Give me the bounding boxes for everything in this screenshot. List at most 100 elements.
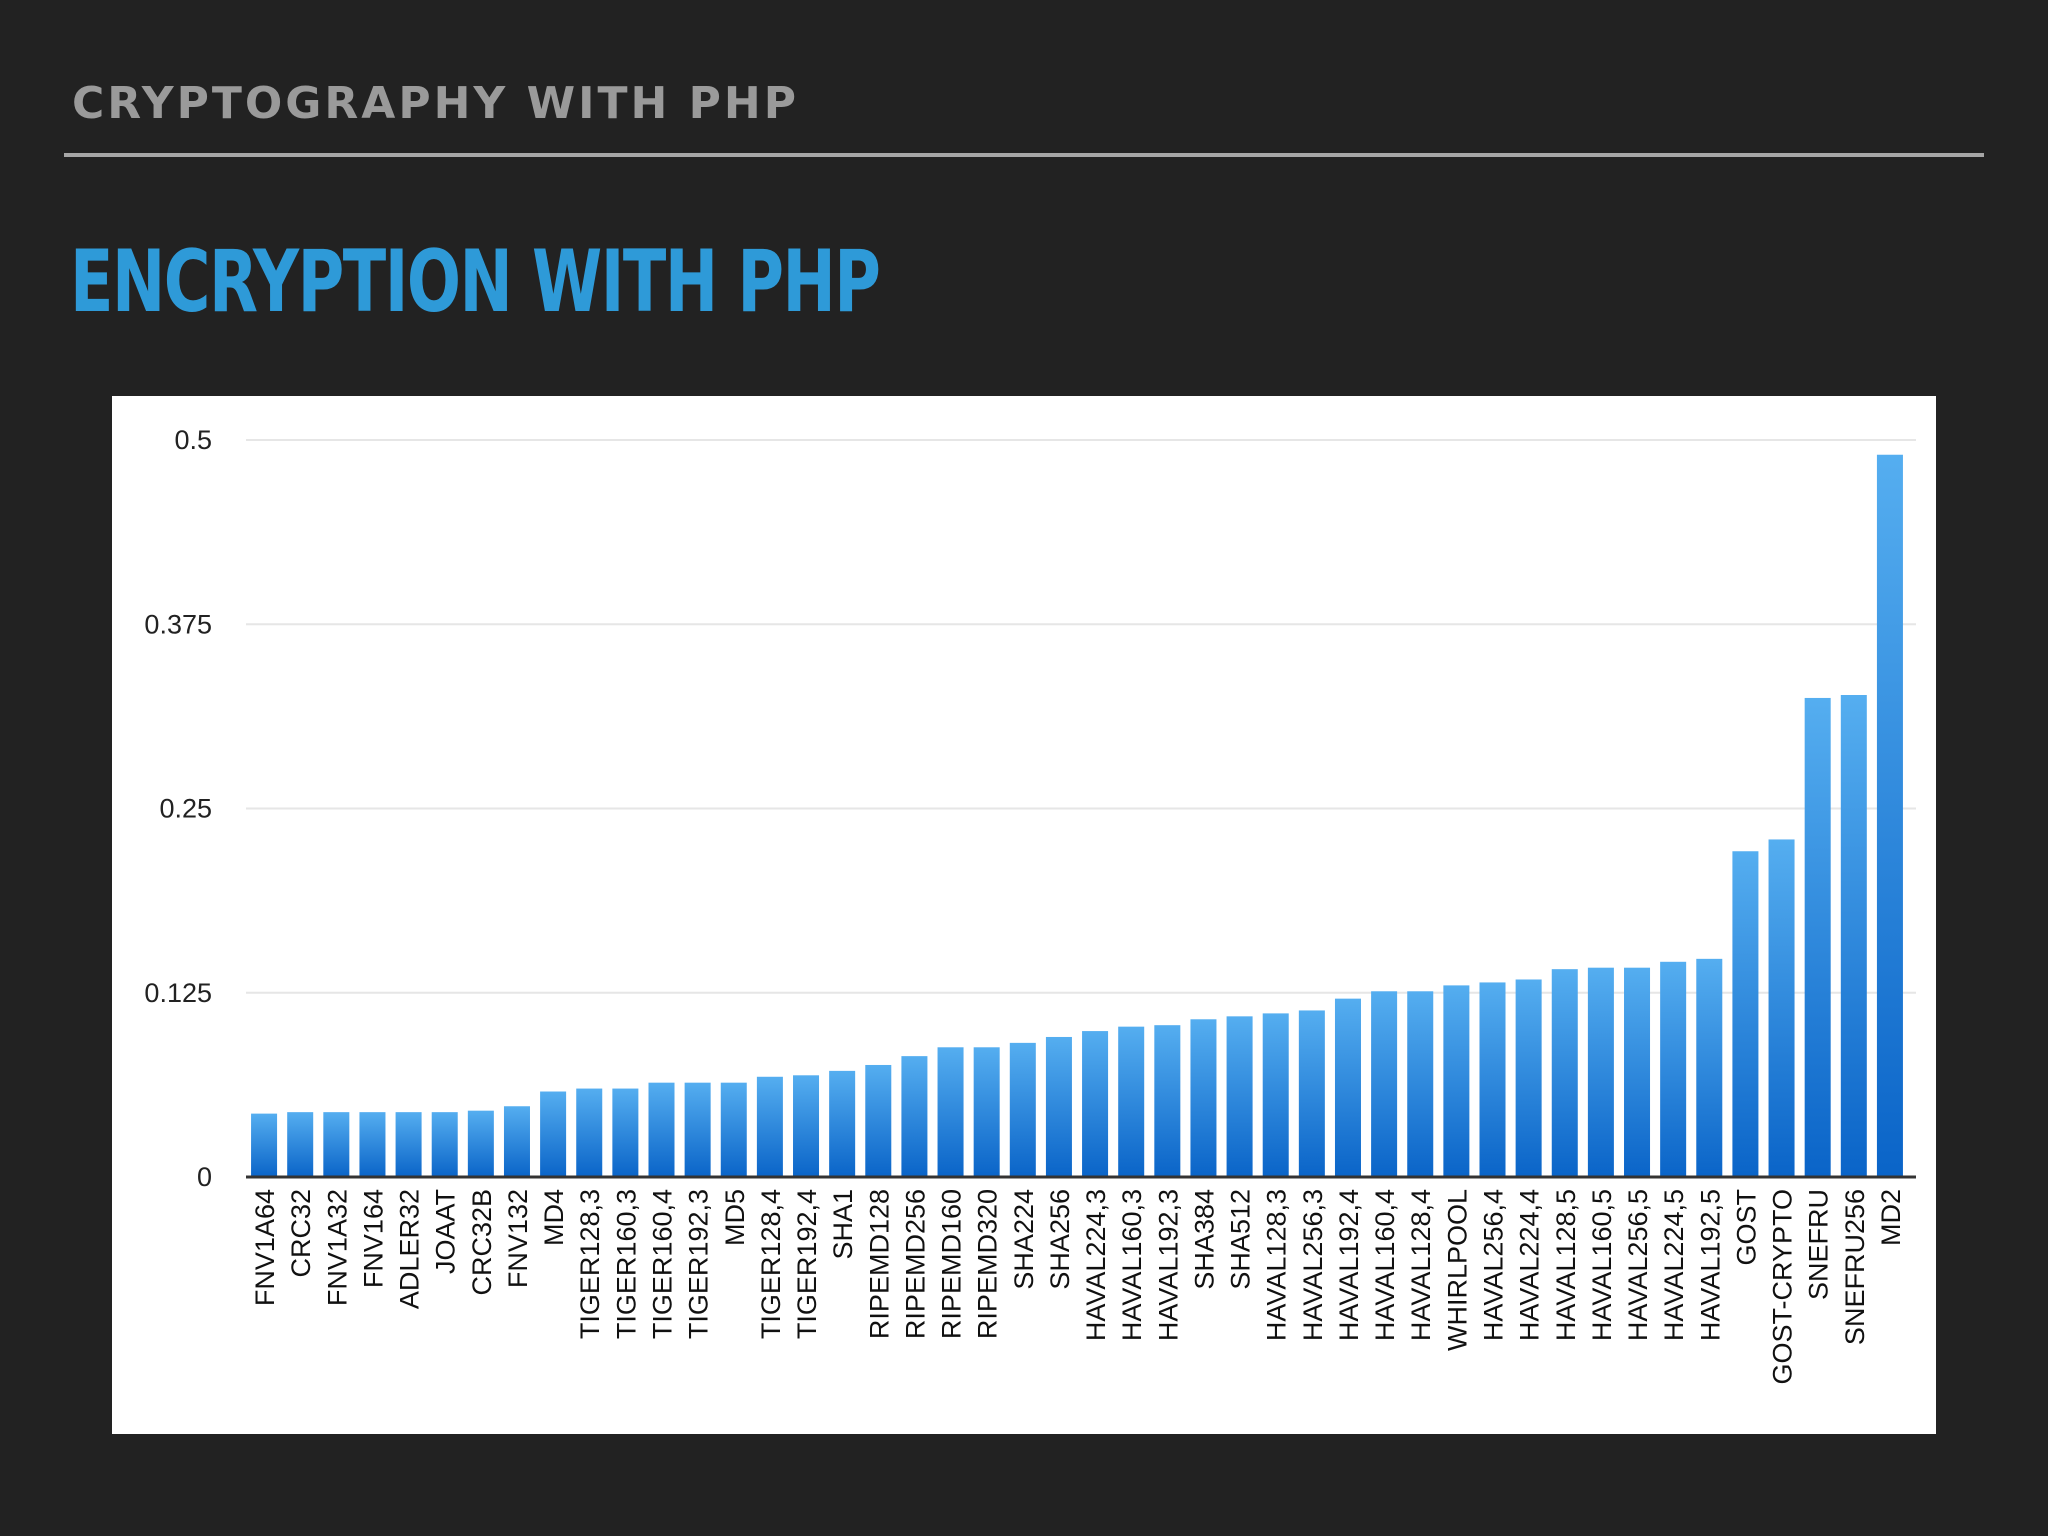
bar-gost-crypto [1768,839,1795,1177]
y-tick-label: 0.25 [159,794,212,824]
bar-crc32b [467,1110,494,1177]
x-tick-label: SHA224 [1009,1189,1039,1290]
x-tick-label: SHA512 [1226,1189,1256,1290]
x-tick-label: MD4 [539,1189,569,1246]
x-tick-label: TIGER192,3 [684,1189,714,1339]
slide-title: ENCRYPTION WITH PHP [70,232,881,332]
x-tick-label: SNEFRU256 [1840,1189,1870,1345]
x-tick-label: GOST [1731,1189,1761,1266]
x-tick-label: HAVAL160,3 [1117,1189,1147,1341]
y-tick-label: 0.5 [174,425,212,455]
x-tick-label: HAVAL256,5 [1623,1189,1653,1341]
x-axis-labels: FNV1A64 CRC32 FNV1A32 FNV164 ADLER32 JOAAT CRC… [250,1189,1906,1385]
bar-tiger192-4 [793,1075,820,1177]
bar-tiger160-4 [648,1082,675,1177]
x-tick-label: TIGER192,4 [792,1189,822,1339]
bar-ripemd320 [973,1047,1000,1177]
x-tick-label: CRC32B [467,1189,497,1296]
bar-ripemd160 [937,1047,964,1177]
bar-haval160-4 [1371,991,1398,1177]
x-tick-label: TIGER128,3 [575,1189,605,1339]
x-tick-label: FNV164 [358,1189,388,1288]
x-tick-label: TIGER160,4 [648,1189,678,1339]
bar-snefru256 [1840,695,1867,1177]
bar-sha512 [1226,1016,1253,1177]
bar-tiger192-3 [684,1082,711,1177]
x-tick-label: HAVAL224,3 [1081,1189,1111,1341]
x-tick-label: FNV1A32 [322,1189,352,1306]
y-axis-ticks: 0 0.125 0.25 0.375 0.5 [144,425,212,1192]
bar-haval224-5 [1660,961,1687,1177]
x-tick-label: SHA256 [1045,1189,1075,1290]
bar-md5 [720,1082,747,1177]
bars [251,454,1903,1177]
bar-md4 [540,1091,567,1177]
bar-whirlpool [1443,985,1470,1177]
bar-crc32 [287,1112,314,1177]
x-tick-label: HAVAL256,3 [1298,1189,1328,1341]
bar-haval128-4 [1407,991,1434,1177]
bar-haval192-3 [1154,1025,1181,1177]
y-tick-label: 0.375 [144,609,212,639]
x-tick-label: HAVAL224,4 [1515,1189,1545,1341]
bar-sha384 [1190,1019,1217,1177]
chart-panel: 0 0.125 0.25 0.375 0.5 FNV1A64 CRC32 FNV1A32 FN… [112,396,1936,1434]
x-tick-label: FNV1A64 [250,1189,280,1306]
bar-adler32 [395,1112,422,1177]
bar-haval192-4 [1334,998,1361,1177]
x-tick-label: GOST-CRYPTO [1768,1189,1798,1385]
bar-haval256-4 [1479,982,1506,1177]
x-tick-label: RIPEMD320 [973,1189,1003,1339]
bar-tiger160-3 [612,1088,639,1177]
bar-haval160-3 [1118,1026,1145,1177]
bar-tiger128-3 [576,1088,603,1177]
bar-haval160-5 [1587,967,1614,1177]
bar-joaat [431,1112,458,1177]
x-tick-label: FNV132 [503,1189,533,1288]
x-tick-label: HAVAL192,3 [1153,1189,1183,1341]
x-tick-label: HAVAL256,4 [1479,1189,1509,1341]
bar-ripemd256 [901,1056,928,1177]
x-tick-label: SNEFRU [1804,1189,1834,1300]
x-tick-label: RIPEMD160 [937,1189,967,1339]
x-tick-label: MD2 [1876,1189,1906,1246]
bar-snefru [1804,697,1831,1177]
bar-fnv1a32 [323,1112,350,1177]
gridlines [246,439,1916,994]
x-tick-label: HAVAL128,3 [1262,1189,1292,1341]
slide-header: CRYPTOGRAPHY WITH PHP [72,78,799,129]
x-tick-label: HAVAL160,5 [1587,1189,1617,1341]
bar-ripemd128 [865,1064,892,1177]
x-tick-label: WHIRLPOOL [1442,1189,1472,1351]
x-tick-label: HAVAL128,4 [1406,1189,1436,1341]
bar-haval256-3 [1298,1010,1325,1177]
x-tick-label: TIGER128,4 [756,1189,786,1339]
bar-fnv164 [359,1112,386,1177]
bar-haval224-3 [1082,1031,1109,1177]
x-tick-label: HAVAL160,4 [1370,1189,1400,1341]
header-divider [64,153,1984,157]
y-tick-label: 0.125 [144,978,212,1008]
x-tick-label: HAVAL128,5 [1551,1189,1581,1341]
x-tick-label: MD5 [720,1189,750,1246]
x-tick-label: JOAAT [431,1189,461,1274]
x-tick-label: SHA1 [828,1189,858,1260]
bar-haval128-5 [1551,969,1578,1177]
x-tick-label: HAVAL192,5 [1695,1189,1725,1341]
y-tick-label: 0 [197,1162,212,1192]
bar-fnv1a64 [251,1113,278,1177]
bar-gost [1732,851,1759,1177]
x-tick-label: ADLER32 [395,1189,425,1309]
x-tick-label: HAVAL192,4 [1334,1189,1364,1341]
x-tick-label: RIPEMD256 [900,1189,930,1339]
x-tick-label: HAVAL224,5 [1659,1189,1689,1341]
bar-fnv132 [503,1106,530,1177]
x-tick-label: CRC32 [286,1189,316,1278]
bar-sha256 [1045,1036,1072,1177]
bar-haval224-4 [1515,979,1542,1177]
bar-haval192-5 [1696,958,1723,1177]
bar-tiger128-4 [756,1076,783,1177]
x-tick-label: RIPEMD128 [864,1189,894,1339]
